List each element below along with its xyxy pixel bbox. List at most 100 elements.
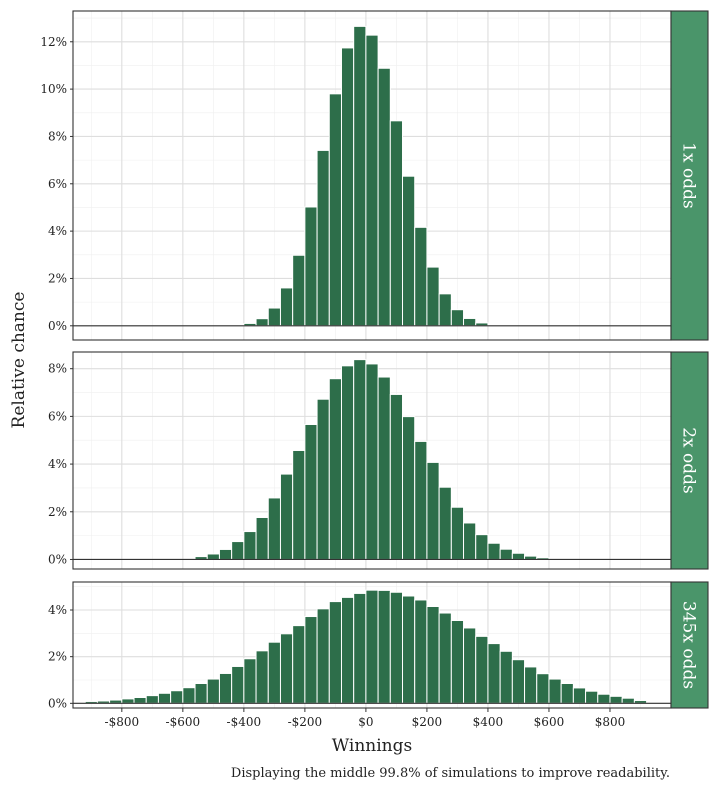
histogram-bar [438,293,452,327]
histogram-bar [353,592,367,704]
y-tick-label: 8% [48,362,67,376]
histogram-bar [377,589,391,704]
histogram-bar [304,206,318,327]
histogram-bar [389,591,404,704]
y-tick-label: 4% [48,457,67,471]
chart-caption: Displaying the middle 99.8% of simulatio… [231,766,670,781]
y-tick-label: 2% [48,271,67,285]
x-tick-label: $600 [534,715,565,729]
histogram-bar [426,606,440,704]
facet-panel: 0% 2% 4% 6% 8% 2x odds [48,351,709,570]
histogram-bar [475,534,489,560]
histogram-bar [316,608,330,704]
histogram-bar [463,317,477,327]
histogram-bar [365,589,379,704]
y-tick-label: 8% [48,129,67,143]
histogram-bar [389,120,404,327]
histogram-bar [438,486,452,560]
histogram-bar [438,612,452,704]
histogram-bar [597,693,611,704]
histogram-bar [389,393,404,560]
histogram-bar [182,687,196,704]
x-tick-label: $0 [358,715,373,729]
y-tick-label: 2% [48,505,67,519]
histogram-bar [292,254,306,327]
histogram-bar [133,697,147,704]
histogram-bar [340,365,355,560]
facet-panels: 0% 2% 4% 6% 8% 10% 12% 1x odds 0% 2% 4% 6% 8% 2x odds… [40,10,709,710]
x-tick-label: -$400 [227,715,262,729]
histogram-bar [157,692,172,704]
facet-strip [670,581,709,709]
facet-strip-label: 1x odds [679,142,699,209]
histogram-bar [402,175,416,327]
x-axis-title: Winnings [332,736,413,756]
histogram-bar [194,683,208,704]
histogram-bar [255,318,269,327]
x-tick-label: -$200 [288,715,323,729]
y-tick-label: 2% [48,650,67,664]
histogram-bar [377,67,391,327]
facet-strip [670,351,709,570]
histogram-bar [487,643,501,704]
histogram-bar [353,359,367,560]
histogram-bar [243,658,257,704]
histogram-bar [328,601,342,704]
histogram-bar [402,595,416,704]
y-tick-label: 10% [40,82,67,96]
histogram-bar [609,695,623,704]
histogram-bar [170,690,184,704]
histogram-bar [267,307,281,327]
histogram-bar [255,650,269,704]
histogram-bar [572,687,587,704]
x-tick-label: $400 [473,715,504,729]
facet-panel: 0% 2% 4% 345x odds [48,581,709,710]
histogram-bar [267,497,281,560]
histogram-bar [450,309,465,327]
histogram-bar [475,635,489,704]
y-axis-title: Relative chance [9,292,29,429]
histogram-bar [621,697,635,704]
x-tick-label: -$600 [166,715,201,729]
facet-strip-label: 345x odds [679,601,699,689]
histogram-bar [414,226,428,327]
histogram-bar [414,440,428,560]
histogram-bar [340,596,355,704]
facet-strip-label: 2x odds [679,427,699,494]
histogram-bar [255,516,269,560]
histogram-bar [511,659,526,704]
histogram-bar [499,650,513,704]
histogram-bar [426,266,440,327]
histogram-bar [231,541,245,560]
y-tick-label: 12% [40,35,67,49]
y-tick-label: 6% [48,409,67,423]
histogram-bar [328,378,342,560]
histogram-bar [548,678,562,704]
histogram-bar [316,149,330,327]
y-tick-label: 0% [48,552,67,566]
histogram-bar [402,416,416,560]
histogram-bar [511,552,526,560]
histogram-bar [328,93,342,327]
histogram-bar [524,666,538,704]
histogram-bar [463,522,477,560]
histogram-bar [487,542,501,560]
histogram-bar [304,423,318,560]
histogram-bar [340,47,355,327]
histogram-bar [279,473,294,560]
facet-panel: 0% 2% 4% 6% 8% 10% 12% 1x odds [40,10,709,341]
histogram-bar [316,398,330,560]
x-tick-label: $800 [595,715,626,729]
histogram-bar [585,690,599,704]
x-tick-label: $200 [412,715,443,729]
histogram-bar [377,376,391,560]
facet-strip [670,10,709,341]
histogram-bar [279,287,294,327]
histogram-bar [365,34,379,327]
histogram-bar [121,698,135,704]
histogram-bar [365,363,379,560]
histogram-bar [499,548,513,560]
y-tick-label: 0% [48,319,67,333]
histogram-bar [560,683,574,704]
